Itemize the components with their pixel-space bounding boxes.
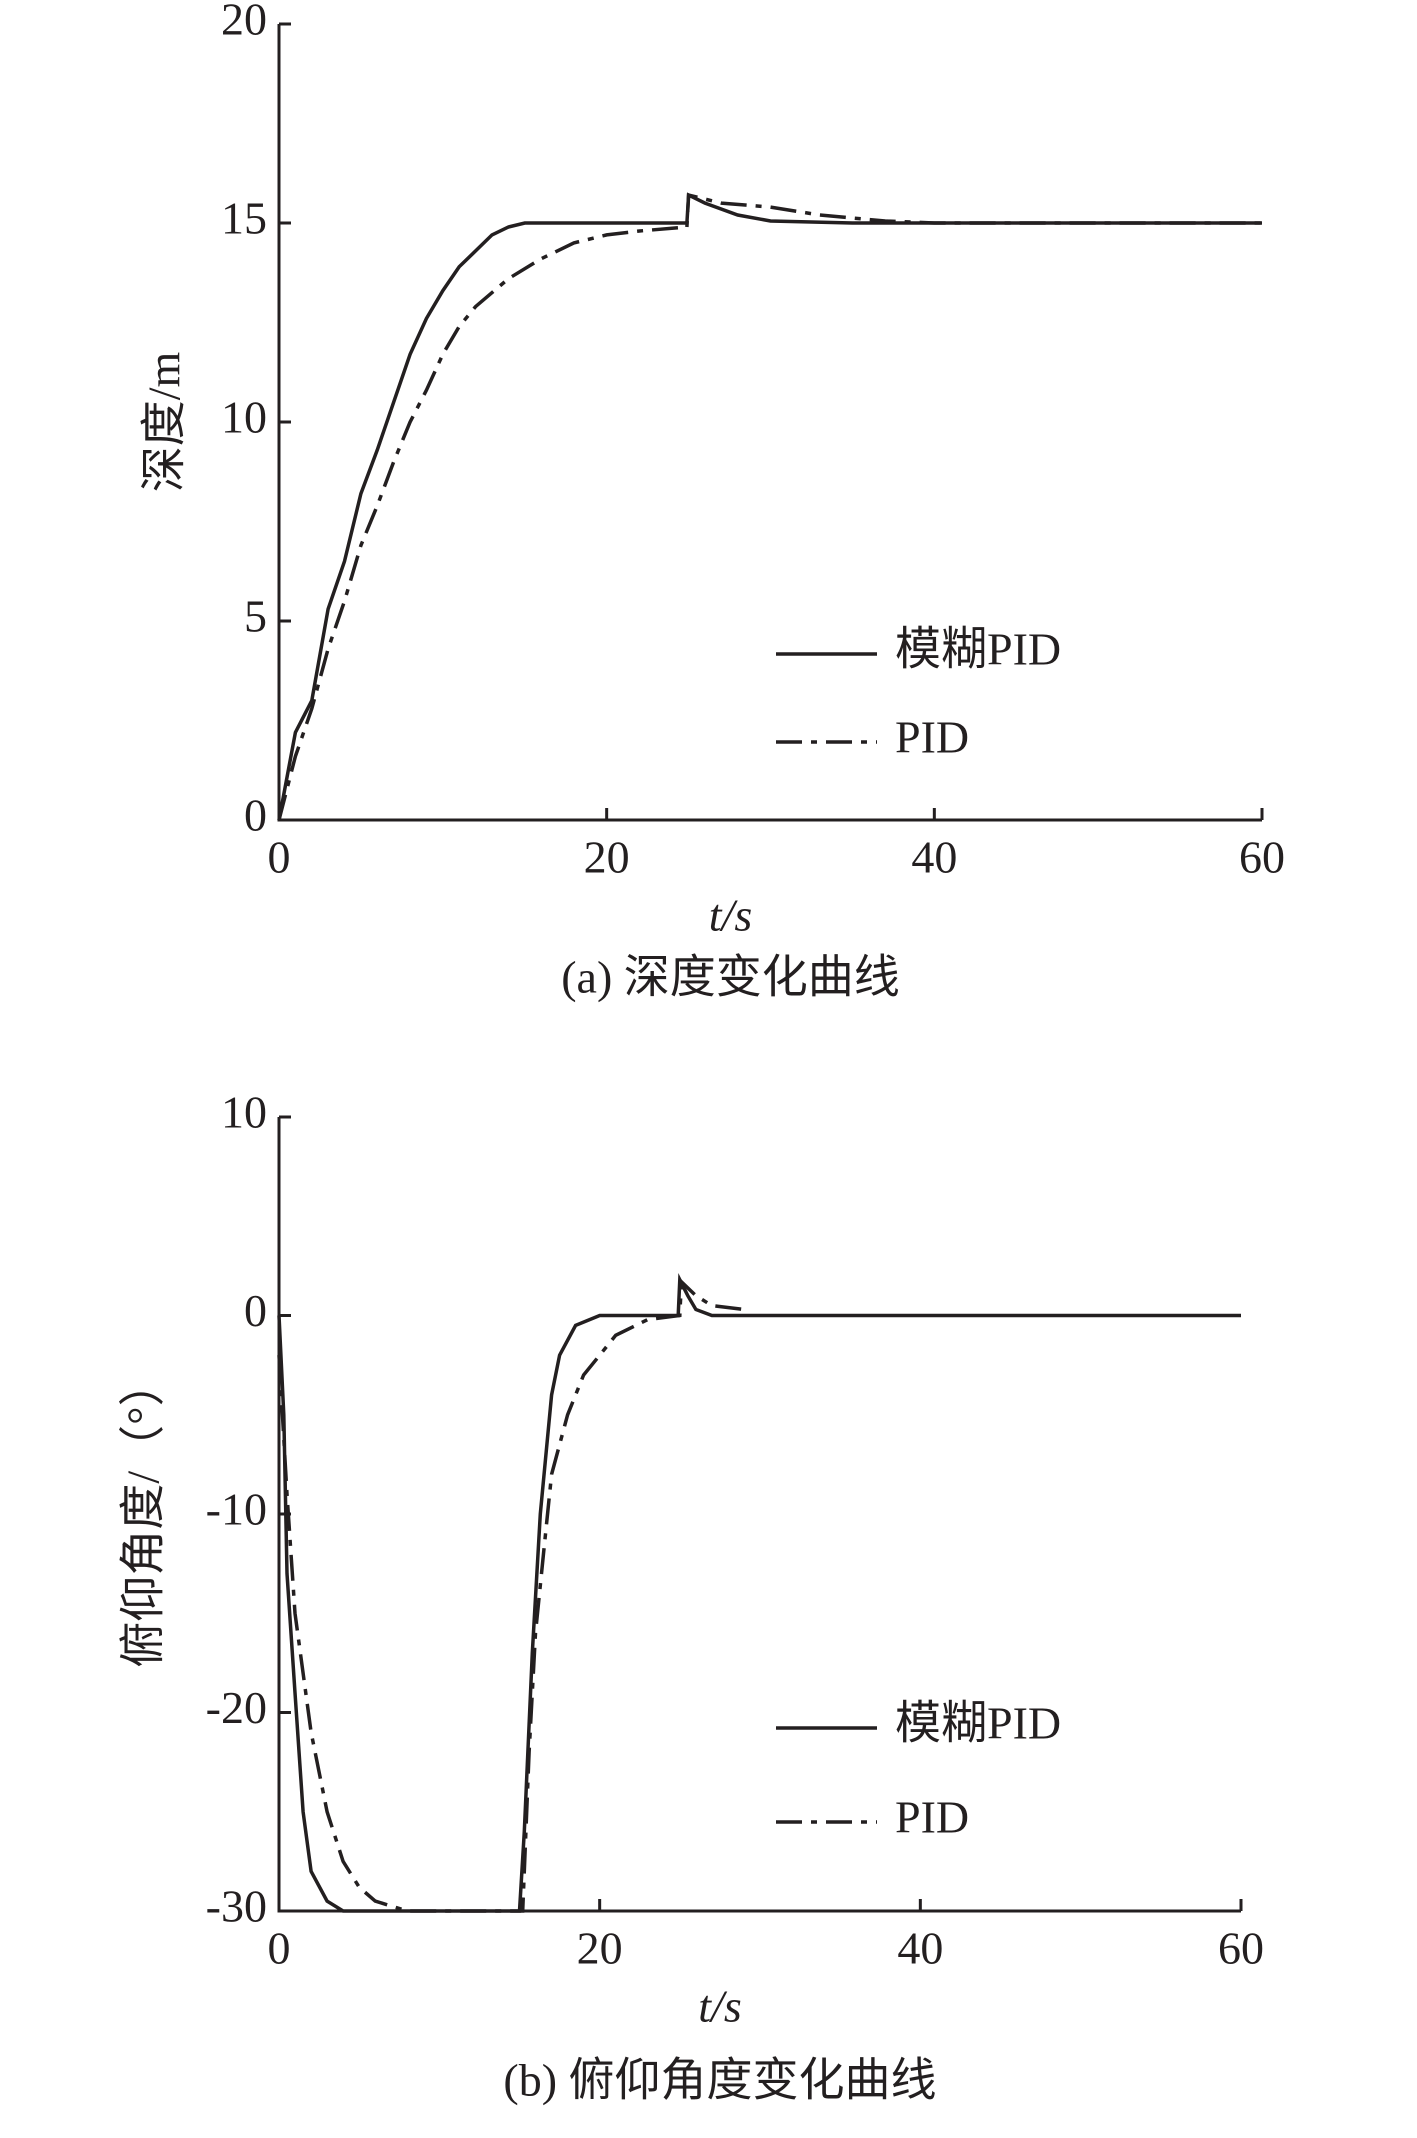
y-tick-label: -10 [206, 1484, 267, 1535]
x-axis-label: t/s [709, 890, 752, 941]
x-tick-label: 40 [911, 832, 957, 883]
caption: (b) 俯仰角度变化曲线 [503, 2055, 936, 2106]
y-tick-label: 0 [244, 1285, 267, 1336]
series-line [277, 1277, 745, 1913]
y-tick-label: 0 [244, 790, 267, 841]
y-axis-label: 深度/m [139, 352, 190, 493]
y-axis-label: 俯仰角度/（°） [118, 1360, 169, 1667]
axis-line [277, 1117, 1241, 1913]
x-tick-label: 0 [268, 832, 291, 883]
series-line [277, 1273, 1241, 1913]
y-tick-label: -20 [206, 1682, 267, 1733]
x-tick-label: 60 [1218, 1923, 1264, 1974]
y-tick-label: 15 [221, 193, 267, 244]
y-tick-label: -30 [206, 1881, 267, 1932]
legend-label: 模糊PID [895, 1698, 1061, 1749]
legend-label: PID [895, 1792, 969, 1843]
series-line [277, 192, 1262, 821]
y-tick-label: 10 [221, 392, 267, 443]
axis-line [277, 24, 1262, 822]
legend-label: PID [895, 712, 969, 763]
y-tick-label: 10 [221, 1087, 267, 1138]
x-axis-label: t/s [698, 1981, 741, 2032]
legend-label: 模糊PID [895, 624, 1061, 675]
x-tick-label: 20 [584, 832, 630, 883]
y-tick-label: 5 [244, 591, 267, 642]
x-tick-label: 60 [1239, 832, 1285, 883]
series-line [277, 192, 1262, 821]
y-tick-label: 20 [221, 0, 267, 45]
x-tick-label: 20 [577, 1923, 623, 1974]
x-tick-label: 0 [268, 1923, 291, 1974]
caption: (a) 深度变化曲线 [561, 952, 900, 1003]
x-tick-label: 40 [897, 1923, 943, 1974]
